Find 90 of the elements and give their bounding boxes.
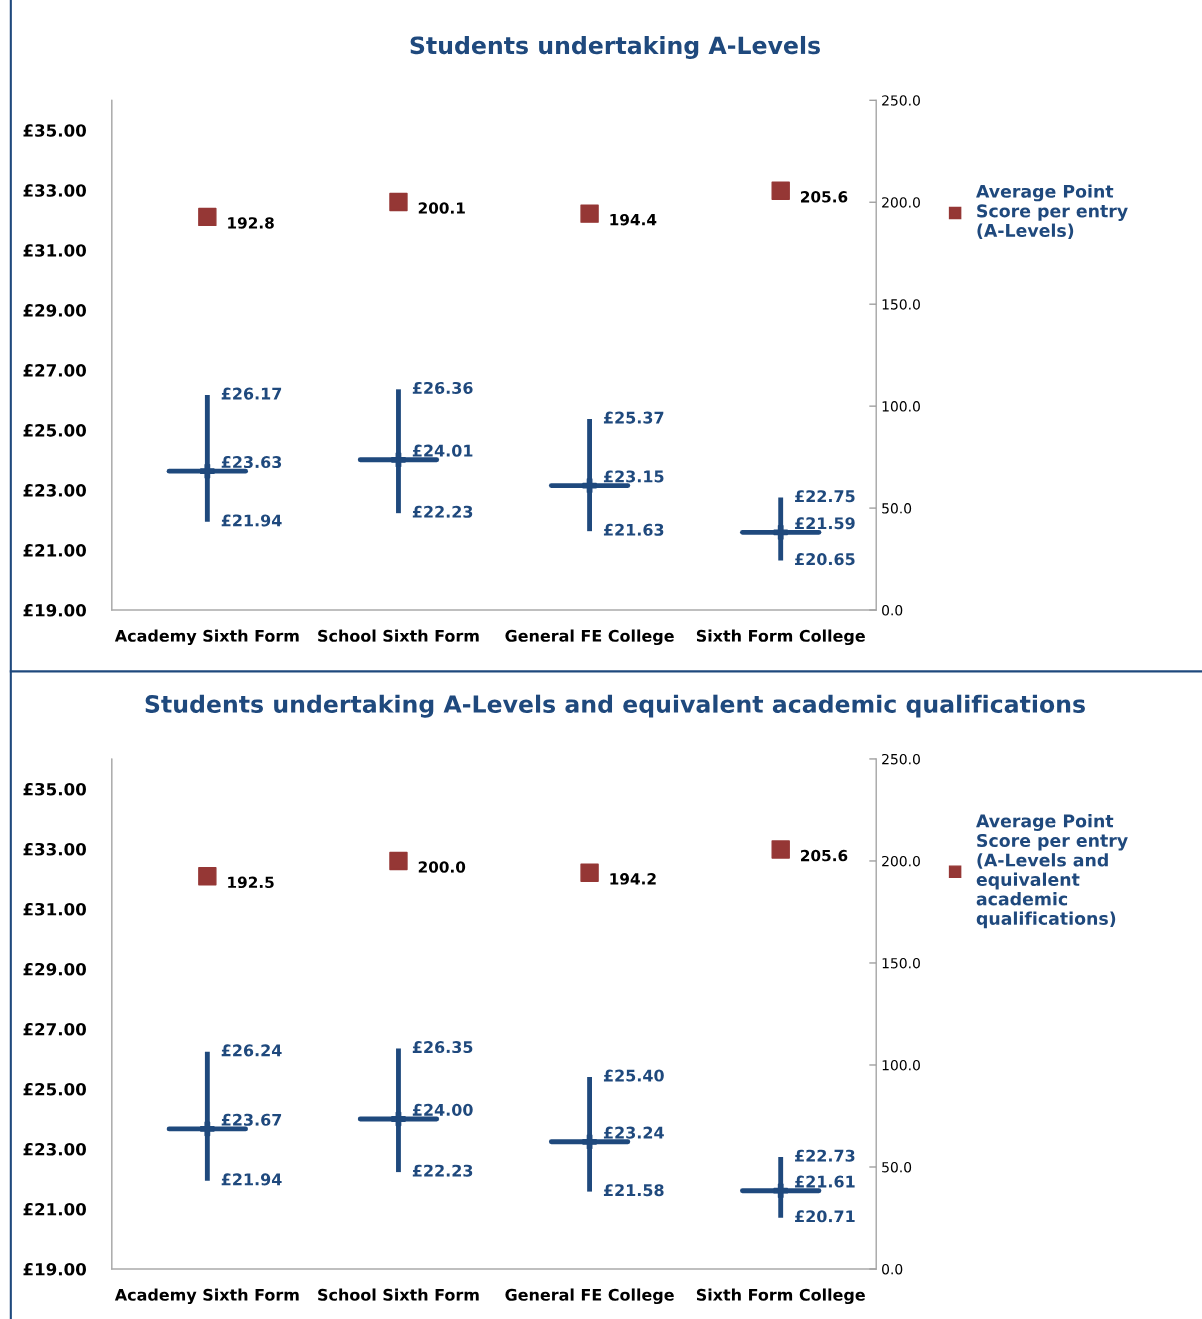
y2-tick-label: 100.0: [882, 1059, 920, 1071]
annotation: £20.65: [795, 553, 855, 566]
legend-label: Average Point Score per entry (A-Levels): [976, 184, 1128, 240]
annotation: £25.40: [603, 1069, 664, 1082]
point: [198, 207, 217, 227]
point: [389, 851, 408, 871]
data-label: 205.6: [801, 849, 848, 862]
y-tick-label: £31.00: [23, 244, 86, 257]
x-tick-label: School Sixth Form: [318, 1288, 479, 1301]
point: [391, 452, 406, 468]
data-label: £23.24: [603, 1126, 664, 1139]
annotation: £26.36: [412, 381, 473, 394]
y-tick-label: £23.00: [23, 1142, 86, 1156]
annotation: £21.63: [603, 523, 664, 536]
data-label: 194.4: [610, 213, 657, 226]
y-tick-label: £19.00: [23, 604, 86, 617]
y-tick-label: £21.00: [23, 1202, 86, 1216]
annotation: £22.73: [795, 1149, 855, 1162]
annotation: £21.58: [603, 1184, 664, 1197]
data-label: 194.2: [610, 873, 656, 885]
data-label: £23.67: [221, 1113, 282, 1126]
point: [580, 204, 599, 223]
point: [200, 463, 215, 479]
y2-tick-label: 150.0: [882, 957, 920, 969]
y2-tick-label: 0.0: [882, 1263, 903, 1275]
point: [582, 1134, 597, 1150]
annotation: £25.37: [603, 411, 664, 424]
annotation: £21.94: [221, 514, 282, 527]
data-label: 200.0: [418, 861, 466, 873]
data-label: £24.01: [412, 444, 473, 457]
point: [582, 478, 597, 493]
point: [389, 192, 408, 212]
y-tick-label: £31.00: [23, 902, 86, 916]
y2-tick-label: 0.0: [882, 605, 903, 616]
annotation: £26.35: [412, 1041, 473, 1054]
chart-title: Students undertaking A-Levels and equivalent academic qualifications: [145, 694, 1085, 718]
data-label: £23.63: [221, 456, 282, 469]
point: [773, 1183, 788, 1198]
y-tick-label: £35.00: [23, 124, 86, 137]
y-tick-label: £33.00: [23, 842, 86, 856]
data-label: 200.1: [418, 202, 465, 214]
data-label: £21.61: [795, 1175, 855, 1188]
y2-tick-label: 150.0: [882, 299, 920, 310]
y2-tick-label: 50.0: [882, 503, 912, 514]
data-label: 192.5: [228, 876, 274, 889]
y-tick-label: £29.00: [23, 304, 86, 317]
x-tick-label: General FE College: [505, 629, 674, 646]
annotation: £21.94: [221, 1173, 282, 1186]
y-tick-label: £27.00: [23, 364, 86, 377]
point: [580, 863, 599, 882]
y-tick-label: £29.00: [23, 962, 86, 976]
point: [198, 867, 217, 886]
point: [391, 1111, 406, 1127]
data-label: 205.6: [801, 191, 848, 203]
data-label: £23.15: [603, 470, 664, 483]
y-tick-label: £33.00: [23, 184, 86, 197]
annotation: £20.71: [795, 1210, 855, 1223]
annotation: £22.23: [412, 1164, 473, 1177]
x-tick-label: Sixth Form College: [696, 629, 865, 646]
y-tick-label: £35.00: [23, 782, 86, 796]
point: [200, 1121, 215, 1137]
x-tick-label: Academy Sixth Form: [114, 1288, 299, 1305]
x-tick-label: General FE College: [505, 1288, 674, 1305]
legend-label: Average Point Score per entry (A-Levels and equivalent academic qualifications): [976, 814, 1128, 929]
chart-title: Students undertaking A-Levels: [410, 35, 820, 59]
y-tick-label: £25.00: [23, 424, 86, 437]
y2-tick-label: 200.0: [882, 197, 920, 208]
y-tick-label: £27.00: [23, 1022, 86, 1036]
y-tick-label: £19.00: [23, 1262, 86, 1276]
y-tick-label: £23.00: [23, 484, 86, 497]
y2-tick-label: 250.0: [882, 753, 920, 765]
data-label: £24.00: [412, 1103, 473, 1116]
point: [771, 840, 790, 859]
x-tick-label: School Sixth Form: [318, 629, 479, 642]
y2-tick-label: 250.0: [882, 95, 920, 106]
x-tick-label: Academy Sixth Form: [114, 629, 299, 646]
annotation: £26.24: [221, 1044, 282, 1057]
y2-tick-label: 50.0: [882, 1161, 912, 1173]
point: [773, 525, 788, 540]
point: [771, 181, 790, 200]
annotation: £22.75: [795, 490, 855, 503]
y2-tick-label: 100.0: [882, 401, 920, 412]
y-tick-label: £25.00: [23, 1082, 86, 1096]
annotation: £26.17: [221, 387, 282, 400]
y-tick-label: £21.00: [23, 544, 86, 557]
x-tick-label: Sixth Form College: [696, 1288, 865, 1305]
data-label: £21.59: [795, 517, 855, 530]
data-label: 192.8: [228, 217, 274, 229]
annotation: £22.23: [412, 505, 473, 518]
y2-tick-label: 200.0: [882, 855, 920, 867]
